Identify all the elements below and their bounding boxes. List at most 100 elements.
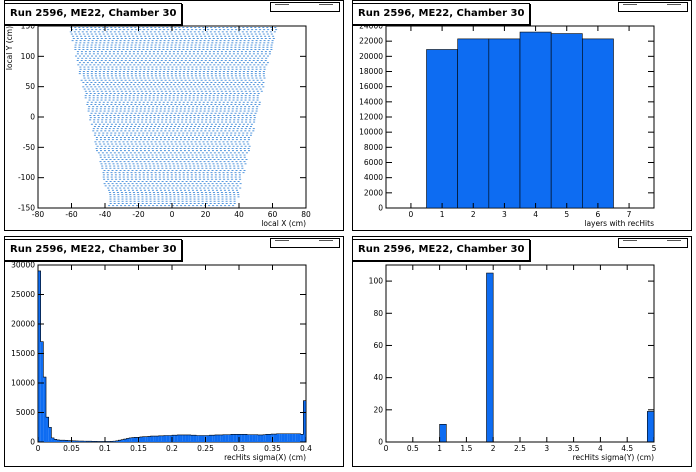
scatter-point bbox=[133, 181, 136, 182]
scatter-point bbox=[235, 187, 238, 189]
scatter-point bbox=[136, 79, 139, 81]
scatter-point bbox=[103, 139, 106, 141]
scatter-point bbox=[240, 35, 243, 37]
scatter-point bbox=[175, 143, 178, 145]
scatter-point bbox=[232, 53, 235, 55]
scatter-point bbox=[207, 29, 210, 31]
scatter-point bbox=[129, 31, 132, 33]
scatter-point bbox=[210, 86, 213, 88]
scatter-point bbox=[245, 115, 248, 116]
scatter-point bbox=[221, 165, 224, 167]
scatter-point bbox=[230, 123, 233, 125]
scatter-point bbox=[102, 104, 105, 105]
scatter-point bbox=[122, 101, 125, 103]
scatter-point bbox=[245, 121, 248, 123]
scatter-point bbox=[124, 150, 126, 152]
scatter-point bbox=[121, 64, 124, 66]
scatter-point bbox=[224, 205, 227, 207]
scatter-point bbox=[199, 42, 202, 44]
scatter-point bbox=[79, 42, 82, 44]
scatter-point bbox=[193, 64, 196, 66]
scatter-point bbox=[167, 148, 170, 149]
histogram-bar bbox=[94, 441, 97, 442]
scatter-point bbox=[223, 178, 226, 180]
scatter-point bbox=[121, 57, 124, 59]
scatter-point bbox=[121, 203, 124, 204]
scatter-point bbox=[254, 27, 257, 28]
scatter-point bbox=[123, 170, 126, 171]
scatter-point bbox=[233, 203, 236, 204]
scatter-point bbox=[209, 165, 212, 167]
scatter-point bbox=[182, 123, 185, 125]
scatter-point bbox=[229, 198, 232, 200]
scatter-point bbox=[135, 66, 138, 68]
scatter-point bbox=[134, 132, 137, 134]
scatter-point bbox=[177, 119, 180, 121]
scatter-point bbox=[216, 128, 219, 130]
scatter-point bbox=[224, 185, 227, 187]
scatter-point bbox=[102, 176, 105, 178]
scatter-point bbox=[189, 115, 192, 116]
scatter-point bbox=[104, 60, 107, 61]
scatter-point bbox=[199, 187, 202, 189]
scatter-point bbox=[201, 119, 204, 121]
scatter-point bbox=[96, 106, 99, 108]
scatter-point bbox=[199, 77, 202, 79]
scatter-point bbox=[119, 170, 122, 171]
scatter-point bbox=[157, 57, 160, 59]
scatter-point bbox=[142, 71, 145, 72]
scatter-point bbox=[161, 167, 164, 169]
scatter-point bbox=[98, 104, 101, 105]
scatter-point bbox=[210, 132, 213, 134]
x-axis-title: layers with recHits bbox=[584, 219, 654, 228]
scatter-point bbox=[132, 150, 134, 152]
scatter-point bbox=[155, 187, 158, 189]
scatter-point bbox=[221, 194, 224, 196]
scatter-point bbox=[222, 174, 225, 176]
scatter-point bbox=[145, 93, 148, 94]
scatter-point bbox=[152, 53, 155, 55]
scatter-point bbox=[211, 161, 214, 163]
scatter-point bbox=[171, 156, 174, 158]
scatter-point bbox=[184, 163, 187, 165]
scatter-point bbox=[142, 101, 145, 103]
scatter-point bbox=[95, 40, 98, 42]
scatter-point bbox=[142, 75, 145, 77]
scatter-point bbox=[238, 112, 241, 114]
scatter-point bbox=[225, 167, 228, 169]
scatter-point bbox=[188, 90, 191, 92]
scatter-point bbox=[99, 143, 102, 145]
scatter-point bbox=[103, 148, 106, 149]
scatter-point bbox=[188, 205, 191, 207]
scatter-point bbox=[246, 123, 249, 125]
scatter-point bbox=[262, 44, 265, 46]
scatter-point bbox=[229, 126, 232, 127]
scatter-point bbox=[141, 196, 144, 198]
scatter-point bbox=[128, 95, 131, 97]
scatter-point bbox=[215, 66, 218, 68]
scatter-point bbox=[115, 137, 118, 138]
scatter-point bbox=[218, 132, 221, 134]
scatter-point bbox=[210, 176, 213, 178]
scatter-point bbox=[195, 66, 198, 68]
histogram-bar bbox=[115, 440, 119, 442]
scatter-point bbox=[187, 55, 189, 57]
scatter-point bbox=[99, 55, 101, 57]
scatter-point bbox=[82, 49, 85, 50]
scatter-point bbox=[209, 159, 212, 160]
scatter-point bbox=[159, 178, 162, 180]
scatter-point bbox=[135, 108, 138, 110]
scatter-point bbox=[124, 192, 127, 193]
scatter-point bbox=[187, 40, 190, 42]
scatter-point bbox=[166, 71, 169, 72]
scatter-point bbox=[181, 121, 184, 123]
scatter-point bbox=[160, 53, 163, 55]
scatter-point bbox=[169, 93, 172, 94]
scatter-point bbox=[223, 156, 226, 158]
scatter-point bbox=[224, 97, 227, 99]
scatter-point bbox=[178, 176, 181, 178]
scatter-point bbox=[99, 77, 102, 79]
scatter-point bbox=[121, 159, 124, 160]
scatter-point bbox=[228, 79, 231, 81]
scatter-point bbox=[194, 71, 197, 72]
